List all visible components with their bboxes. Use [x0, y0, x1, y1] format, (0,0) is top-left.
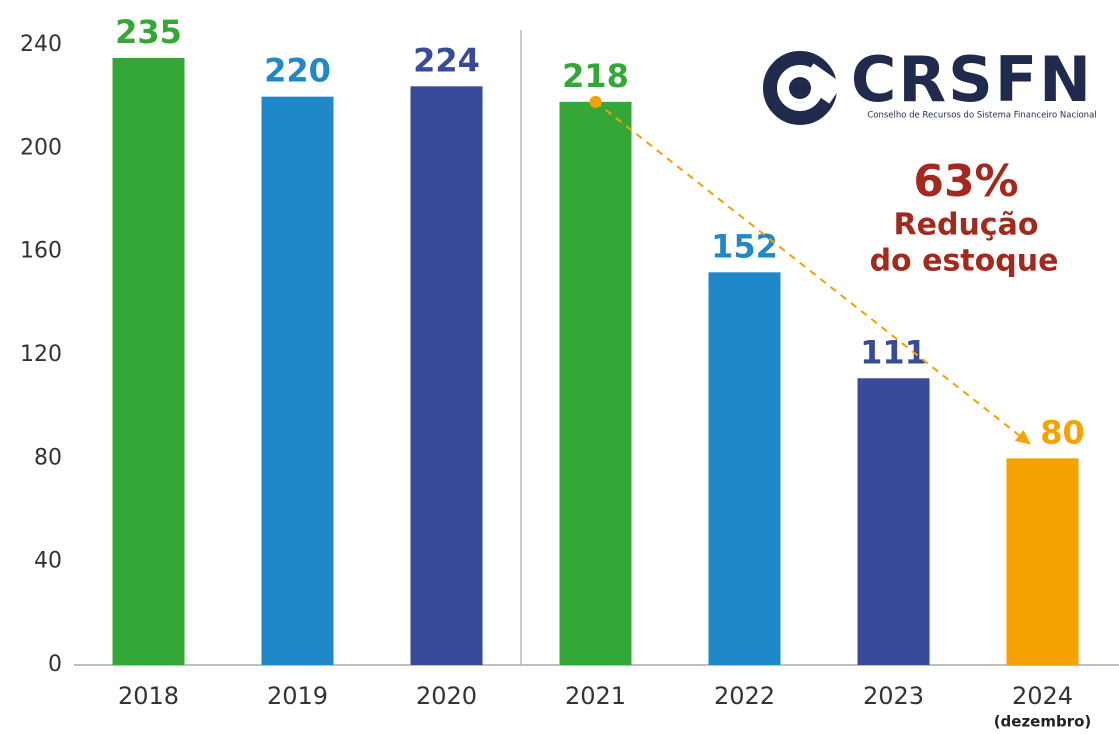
x-tick-label: 2020 — [416, 682, 477, 710]
bar — [1006, 458, 1079, 665]
data-label: 218 — [562, 57, 629, 95]
data-label: 224 — [413, 41, 480, 79]
bar — [261, 96, 334, 665]
bar — [857, 378, 930, 665]
bar — [112, 57, 185, 665]
data-label: 220 — [264, 52, 331, 90]
logo-subtitle: Conselho de Recursos do Sistema Financei… — [867, 111, 1096, 121]
x-tick-note: (dezembro) — [994, 713, 1092, 731]
data-label: 235 — [115, 13, 182, 51]
x-tick-label: 2018 — [118, 682, 179, 710]
callout-value: 63% — [913, 156, 1018, 207]
logo-dot — [789, 77, 811, 99]
data-label: 111 — [860, 333, 927, 371]
bar — [559, 101, 632, 666]
y-tick-label: 240 — [20, 32, 62, 57]
data-label: 152 — [711, 227, 778, 265]
y-tick-label: 120 — [20, 342, 62, 367]
trend-arrow — [594, 101, 1032, 446]
logo-name: CRSFN — [851, 43, 1093, 116]
callout-line: Redução — [894, 208, 1039, 243]
y-tick-label: 0 — [48, 652, 62, 677]
x-tick-label: 2023 — [863, 682, 924, 710]
logo: CRSFN Conselho de Recursos do Sistema Fi… — [763, 43, 1097, 125]
y-tick-label: 40 — [34, 549, 62, 574]
x-tick-label: 2022 — [714, 682, 775, 710]
logo-gap — [799, 63, 844, 104]
x-tick-label: 2024 — [1012, 682, 1073, 710]
y-tick-label: 200 — [20, 135, 62, 160]
y-tick-label: 160 — [20, 239, 62, 264]
y-tick-label: 80 — [34, 445, 62, 470]
bar — [708, 272, 781, 665]
x-tick-label: 2021 — [565, 682, 626, 710]
bar — [410, 86, 483, 666]
data-label: 80 — [1040, 413, 1085, 451]
x-tick-label: 2019 — [267, 682, 328, 710]
trend-start — [589, 95, 602, 108]
callout-line: do estoque — [870, 244, 1059, 279]
trend-arrow-head — [1014, 429, 1031, 445]
